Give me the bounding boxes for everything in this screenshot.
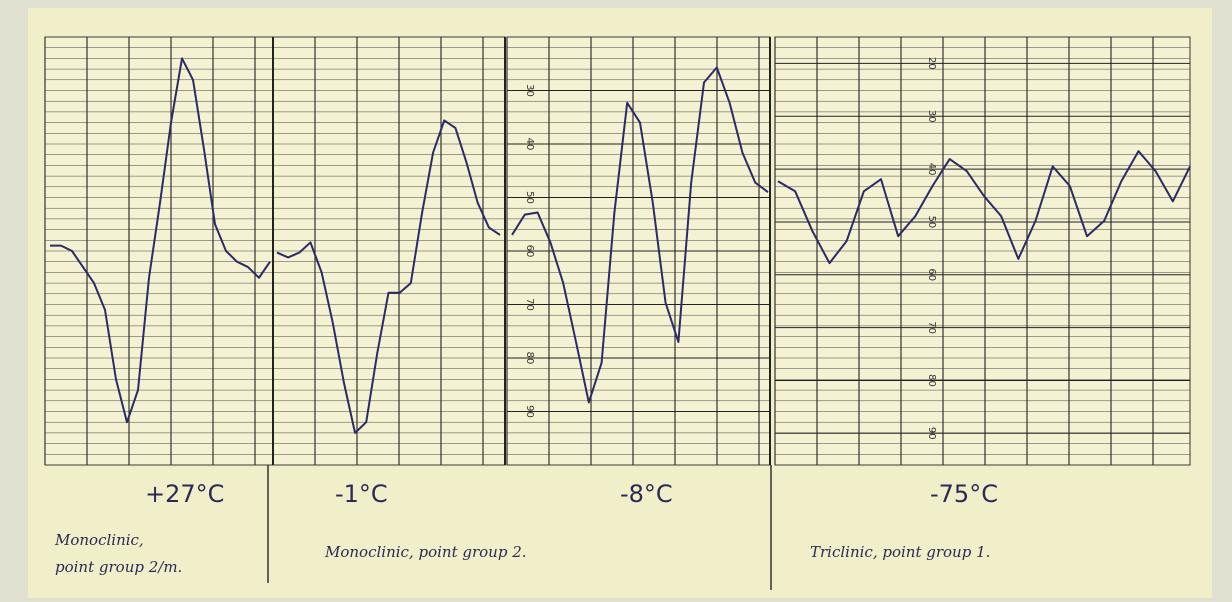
y-tick-label: 90 (926, 427, 937, 440)
y-tick-label: 50 (524, 191, 535, 204)
y-tick-label: 60 (524, 245, 535, 258)
y-tick-label: 80 (926, 374, 937, 387)
y-tick-label: 30 (524, 84, 535, 97)
y-tick-label: 40 (926, 163, 937, 176)
panel-temperature: +27°C (145, 480, 224, 508)
panel-temperature: -1°C (335, 480, 388, 508)
y-tick-label: 50 (926, 216, 937, 229)
y-tick-label: 30 (926, 110, 937, 123)
y-tick-label: 90 (524, 405, 535, 418)
caption-line: Monoclinic, (54, 531, 144, 549)
panel-temperature: -8°C (620, 480, 673, 508)
y-tick-label: 60 (926, 268, 937, 281)
y-tick-label: 20 (926, 57, 937, 70)
caption-line: point group 2/m. (55, 558, 182, 576)
panel-temperature: -75°C (930, 480, 998, 508)
panel-caption: Triclinic, point group 1. (810, 543, 990, 561)
y-tick-label: 70 (926, 321, 937, 334)
chart-recorder-sheet: +27°C Monoclinic, point group 2/m. -1°C Mono… (0, 0, 1232, 602)
y-tick-label: 70 (524, 298, 535, 311)
y-tick-label: 80 (524, 352, 535, 365)
panel-caption: Monoclinic, point group 2. (324, 543, 527, 561)
y-tick-label: 40 (524, 138, 535, 151)
